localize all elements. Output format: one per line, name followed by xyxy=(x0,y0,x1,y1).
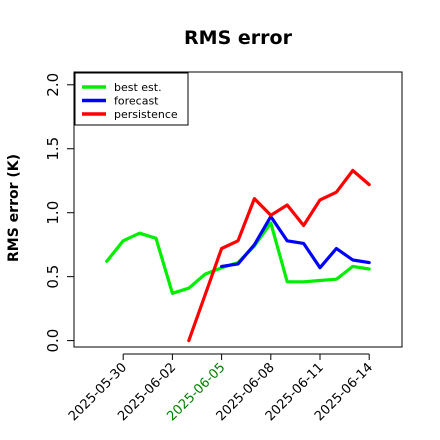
series-line-forecast xyxy=(220,214,371,270)
y-tick-label: 1.0 xyxy=(44,201,62,225)
legend-label: best est. xyxy=(114,81,162,94)
y-tick-label: 0.0 xyxy=(44,329,62,353)
y-tick-label: 2.0 xyxy=(44,73,62,97)
series-line-persistence xyxy=(187,168,371,343)
plot-frame xyxy=(73,71,403,348)
y-axis: 0.0 0.5 1.0 1.5 2.0 xyxy=(44,73,74,353)
legend-label: persistence xyxy=(114,108,178,121)
y-tick-label: 0.5 xyxy=(44,265,62,289)
y-tick-label: 1.5 xyxy=(44,137,62,161)
x-axis: 2025-05-302025-06-022025-06-052025-06-08… xyxy=(66,353,376,424)
y-axis-label: RMS error (K) xyxy=(6,154,22,262)
legend-label: forecast xyxy=(114,95,159,108)
chart-title: RMS error xyxy=(184,27,293,49)
series-layer xyxy=(105,168,371,343)
